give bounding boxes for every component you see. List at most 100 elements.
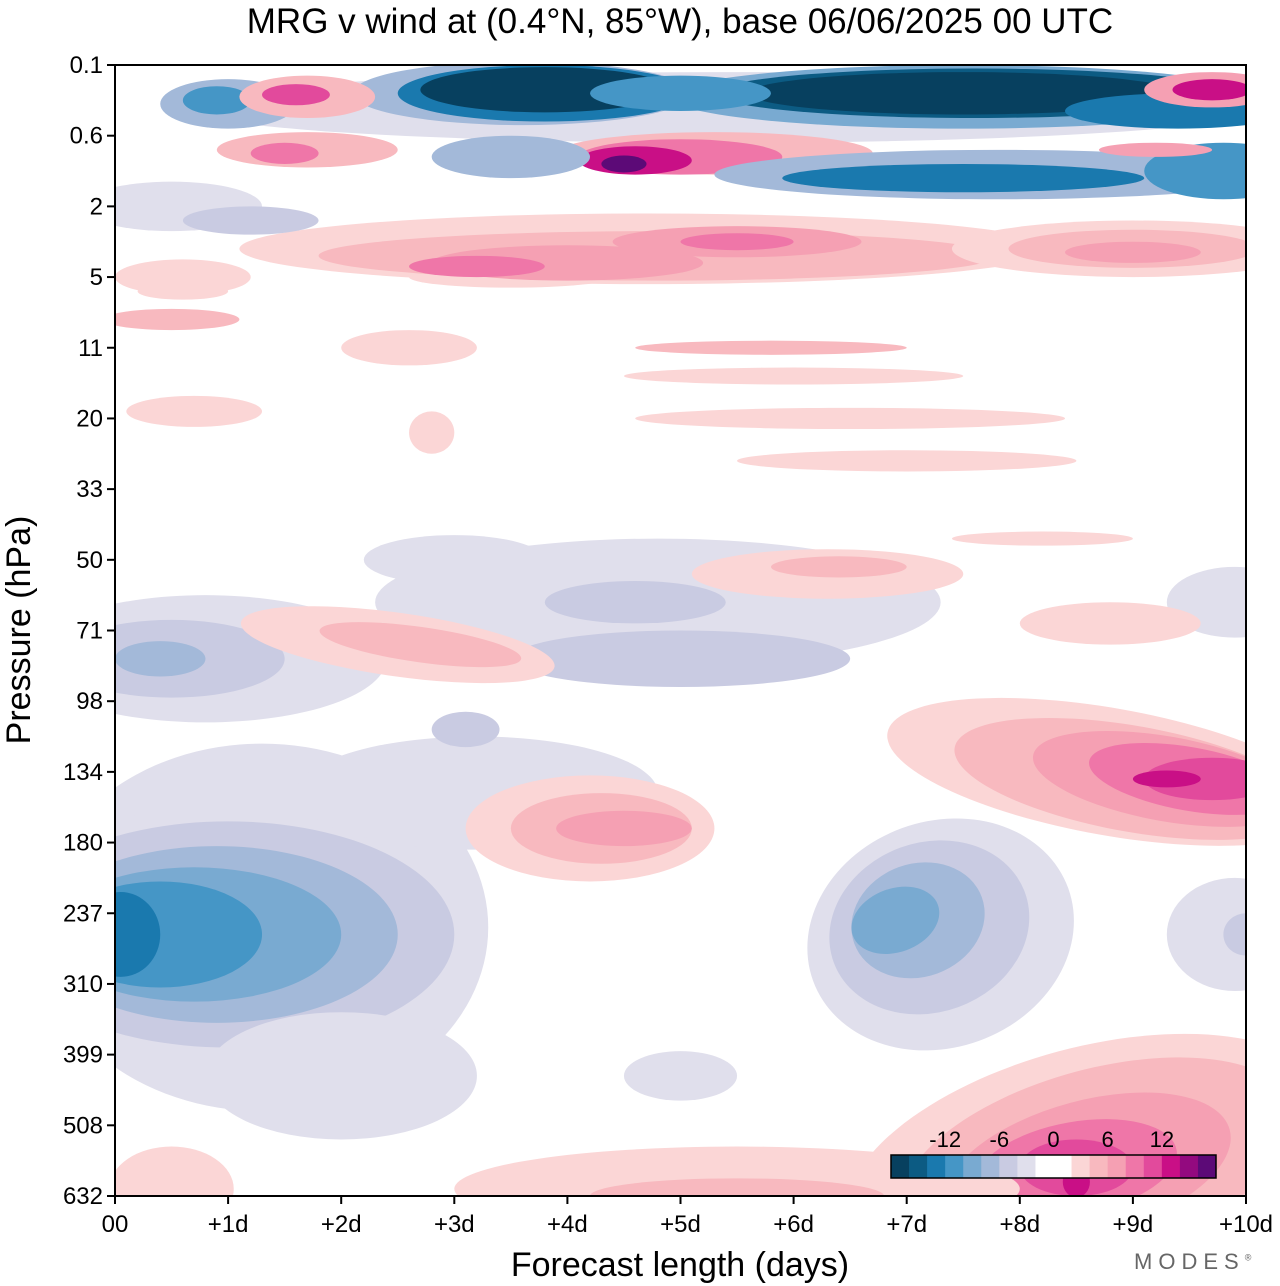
contour-region	[115, 641, 206, 677]
x-tick-label: +5d	[660, 1211, 701, 1238]
y-tick-label: 50	[76, 547, 103, 574]
colorbar-swatch	[1017, 1155, 1036, 1178]
contour-region	[115, 259, 251, 295]
colorbar-swatch	[999, 1155, 1018, 1178]
colorbar-swatch	[1089, 1155, 1109, 1178]
colorbar: -12 -6 0 6 12	[890, 1127, 1217, 1179]
colorbar-swatch	[927, 1155, 946, 1178]
x-axis-label: Forecast length (days)	[511, 1246, 849, 1284]
contour-region	[431, 711, 500, 748]
y-tick-label: 33	[76, 476, 103, 503]
contour-region	[782, 163, 1145, 193]
colorbar-swatch	[1143, 1155, 1163, 1178]
colorbar-swatch	[1035, 1155, 1054, 1178]
contour-region	[748, 72, 1179, 115]
colorbar-swatch	[1071, 1155, 1091, 1178]
x-tick-label: +3d	[434, 1211, 475, 1238]
y-tick-label: 71	[76, 618, 103, 645]
contour-region	[851, 886, 940, 954]
y-tick-label: 20	[76, 405, 103, 432]
contour-region	[1065, 241, 1201, 263]
y-tick-label: 134	[63, 759, 103, 786]
y-tick-label: 98	[76, 688, 103, 715]
x-tick-label: +4d	[547, 1211, 588, 1238]
x-tick-label: +8d	[999, 1211, 1040, 1238]
y-tick-label: 2	[90, 193, 103, 220]
y-tick-label: 0.6	[70, 123, 103, 150]
colorbar-swatch	[1053, 1155, 1073, 1178]
contour-region	[1019, 602, 1201, 645]
contour-region	[182, 206, 319, 235]
y-tick-label: 632	[63, 1183, 103, 1210]
contour-region	[635, 340, 907, 355]
x-tick-label: +6d	[773, 1211, 814, 1238]
contour-region	[1166, 877, 1246, 991]
contour-region	[126, 395, 263, 427]
colorbar-swatch	[891, 1155, 910, 1178]
colorbar-tick-label: 6	[1102, 1127, 1114, 1152]
x-tick-label: 00	[102, 1211, 129, 1238]
brand-mark: ®	[1244, 1252, 1252, 1263]
contour-region	[680, 233, 794, 251]
y-tick-label: 508	[63, 1112, 103, 1139]
contour-region	[623, 1051, 738, 1101]
contour-region	[205, 1012, 477, 1140]
colorbar-swatch	[1125, 1155, 1145, 1178]
contour-region	[590, 75, 771, 111]
contour-region	[556, 810, 692, 847]
contour-region	[590, 1178, 885, 1196]
contour-region	[363, 535, 545, 585]
contour-region	[635, 407, 1066, 430]
contour-region	[409, 255, 545, 278]
contour-region	[623, 367, 964, 385]
x-tick-label: +2d	[321, 1211, 362, 1238]
contour-region	[1098, 142, 1213, 157]
y-tick-label: 310	[63, 971, 103, 998]
y-tick-label: 0.1	[70, 52, 103, 79]
contour-region	[341, 330, 477, 366]
plot-area	[114, 64, 1247, 1197]
y-tick-label: 237	[63, 900, 103, 927]
colorbar-tick-label: -12	[929, 1127, 961, 1152]
x-tick-label: +10d	[1219, 1211, 1273, 1238]
contour-region	[770, 556, 907, 578]
contour-region	[951, 531, 1133, 546]
y-axis: 0.1 0.6 2 5 11 20 33 50 71 98 134 180 237 310 399 508 63…	[63, 52, 115, 1210]
y-tick-label: 5	[90, 264, 103, 291]
contour-region	[262, 84, 330, 106]
contour-region	[1172, 79, 1246, 101]
contour-region	[250, 142, 319, 164]
colorbar-tick-label: -6	[990, 1127, 1010, 1152]
contour-region	[1132, 770, 1201, 788]
colorbar-tick-label: 12	[1150, 1127, 1174, 1152]
contour-region	[115, 892, 161, 977]
x-tick-label: +9d	[1113, 1211, 1154, 1238]
x-tick-label: +7d	[886, 1211, 927, 1238]
colorbar-swatch	[1161, 1155, 1181, 1178]
contour-region	[431, 135, 591, 179]
contour-region	[454, 1146, 1020, 1196]
contour-region	[1223, 913, 1246, 956]
colorbar-swatch	[909, 1155, 928, 1178]
brand-text: MODES	[1134, 1249, 1245, 1274]
colorbar-swatch	[963, 1155, 982, 1178]
contour-region	[1144, 142, 1246, 200]
y-tick-label: 180	[63, 830, 103, 857]
x-tick-label: +1d	[208, 1211, 249, 1238]
y-tick-label: 11	[78, 335, 103, 362]
contour-region	[115, 881, 262, 988]
colorbar-swatch	[1197, 1155, 1217, 1178]
y-axis-label: Pressure (hPa)	[0, 516, 38, 745]
contour-region	[409, 411, 455, 454]
y-tick-label: 399	[63, 1042, 103, 1069]
colorbar-swatch	[1179, 1155, 1199, 1178]
colorbar-tick-label: 0	[1047, 1127, 1059, 1152]
contour-region	[510, 630, 851, 688]
contour-region	[182, 86, 251, 115]
contour-region	[544, 581, 726, 624]
contour-region	[737, 450, 1077, 472]
colorbar-swatch	[1107, 1155, 1127, 1178]
contour-region	[601, 155, 647, 173]
colorbar-frame	[890, 1154, 1217, 1179]
